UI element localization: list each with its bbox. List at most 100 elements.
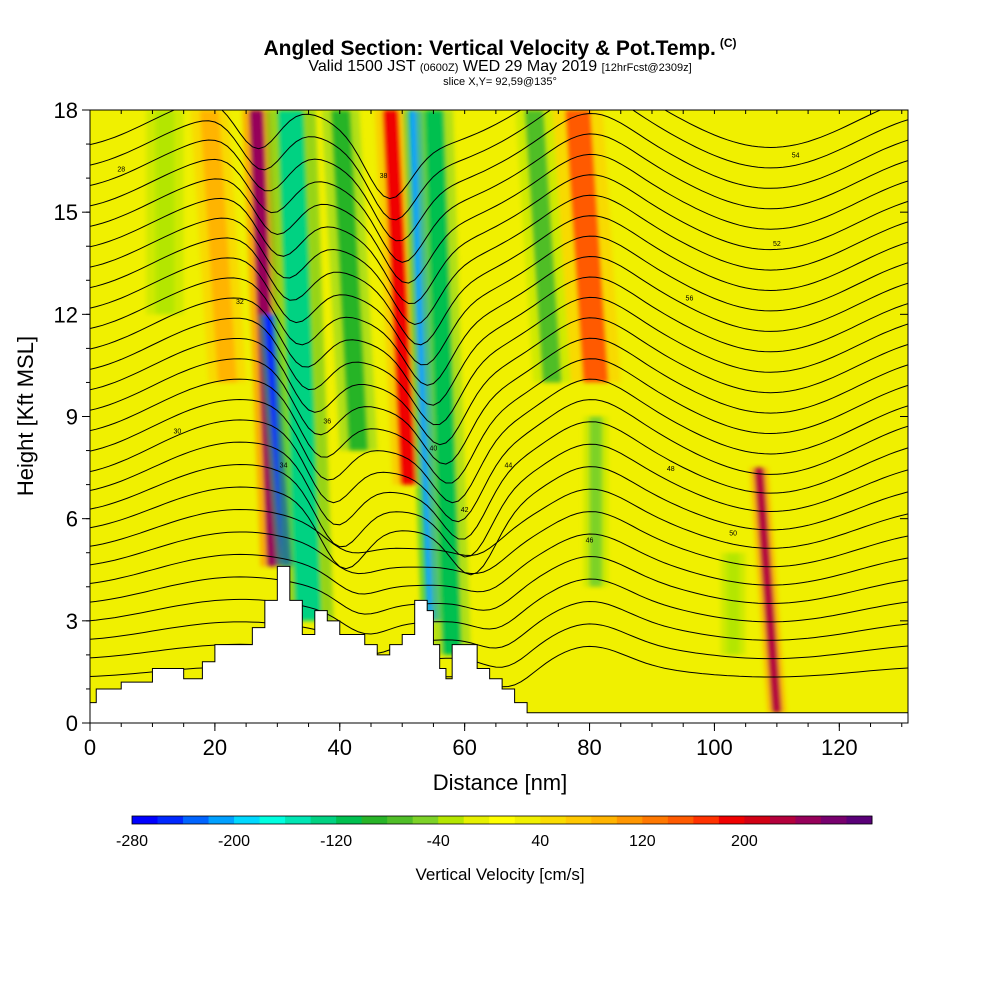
colorbar-swatch <box>769 816 796 824</box>
isentrope-line <box>90 110 908 221</box>
isentrope-line <box>90 153 908 284</box>
isentrope-line <box>90 337 908 465</box>
y-tick-label: 15 <box>54 200 78 225</box>
colorbar-tick-label: -200 <box>218 833 250 850</box>
velocity-band <box>382 110 417 485</box>
colorbar-tick-label: 120 <box>629 833 656 850</box>
colorbar-swatch <box>438 816 465 824</box>
colorbar-tick-label: -120 <box>320 833 352 850</box>
colorbar: -280 -200 -120 -40 40 120 200 <box>116 815 873 850</box>
valid-time: Valid 1500 JST <box>308 58 416 75</box>
isentrope-line <box>90 511 908 575</box>
valid-time-line: Valid 1500 JST (0600Z) WED 29 May 2019 [… <box>0 58 1000 76</box>
velocity-band <box>565 110 609 383</box>
velocity-band <box>155 110 175 315</box>
isentrope-line <box>90 466 908 576</box>
y-tick-label: 18 <box>54 98 78 123</box>
isentrope-line <box>90 358 908 484</box>
isentrope-line <box>90 443 908 558</box>
isentrope-label: 34 <box>280 463 288 470</box>
isentrope-label: 50 <box>729 531 737 538</box>
colorbar-swatch <box>310 816 337 824</box>
colorbar-swatch <box>718 816 745 824</box>
y-tick-label: 0 <box>66 711 78 736</box>
colorbar-swatch <box>744 816 771 824</box>
terrain <box>90 565 908 723</box>
isentrope-line <box>90 378 908 504</box>
velocity-band <box>524 110 562 383</box>
isentrope-label: 44 <box>504 463 512 470</box>
forecast-info: [12hrFcst@2309z] <box>601 62 692 74</box>
velocity-band <box>278 110 322 621</box>
velocity-band <box>726 552 740 655</box>
colorbar-swatch <box>820 816 847 824</box>
isentrope-line <box>90 174 908 305</box>
isentrope-line <box>90 276 908 406</box>
colorbar-swatch <box>157 816 184 824</box>
isentrope-line <box>90 194 908 326</box>
title-text: Angled Section: Vertical Velocity & Pot.… <box>263 37 716 60</box>
isentrope-label: 28 <box>117 166 125 173</box>
colorbar-swatch <box>540 816 567 824</box>
colorbar-swatch <box>693 816 720 824</box>
valid-utc: (0600Z) <box>419 62 459 74</box>
velocity-band <box>589 416 603 587</box>
colorbar-swatch <box>463 816 490 824</box>
colorbar-swatch <box>565 816 592 824</box>
y-tick-label: 12 <box>54 302 78 327</box>
isentrope-label: 54 <box>792 153 800 160</box>
isentrope-line <box>90 533 908 595</box>
colorbar-swatch <box>591 816 618 824</box>
colorbar-swatch <box>183 816 210 824</box>
isentrope-line <box>90 235 908 366</box>
isentrope-line <box>90 215 908 346</box>
isentrope-line <box>90 255 908 386</box>
isentrope-label: 56 <box>686 296 694 303</box>
isentrope-line <box>90 317 908 446</box>
isentrope-label: 40 <box>430 446 438 453</box>
isentrope-label: 52 <box>773 241 781 248</box>
isentrope-line <box>90 421 908 540</box>
colorbar-swatch <box>132 816 159 824</box>
x-tick-label: 20 <box>203 735 227 760</box>
velocity-band <box>331 110 368 451</box>
velocity-band <box>424 110 462 655</box>
colorbar-swatch <box>387 816 414 824</box>
chart-title: Angled Section: Vertical Velocity & Pot.… <box>0 36 1000 61</box>
colorbar-swatch <box>361 816 388 824</box>
x-tick-label: 120 <box>821 735 858 760</box>
colorbar-swatch <box>642 816 669 824</box>
isentrope-label: 32 <box>236 299 244 306</box>
valid-date: WED 29 May 2019 <box>462 58 598 75</box>
velocity-field <box>90 110 908 723</box>
x-tick-label: 0 <box>84 735 96 760</box>
x-axis-label: Distance [nm] <box>433 770 568 795</box>
colorbar-swatch <box>846 816 873 824</box>
x-tick-label: 100 <box>696 735 733 760</box>
isentrope-line <box>90 399 908 523</box>
y-tick-label: 6 <box>66 507 78 532</box>
isentrope-line <box>90 110 882 200</box>
colorbar-label: Vertical Velocity [cm/s] <box>415 865 584 884</box>
isentrope-label: 46 <box>586 538 594 545</box>
isentrope-label: 30 <box>174 429 182 436</box>
colorbar-tick-label: -40 <box>427 833 450 850</box>
velocity-band <box>754 467 782 713</box>
colorbar-swatch <box>667 816 694 824</box>
slice-info: slice X,Y= 92,59@135° <box>443 76 557 88</box>
isentrope-line <box>90 600 908 655</box>
isentrope-label: 42 <box>461 507 469 514</box>
colorbar-swatch <box>336 816 363 824</box>
isentrope-line <box>90 133 908 263</box>
terrain-profile <box>90 565 908 723</box>
isentrope-line <box>90 578 908 635</box>
isentrope-label: 48 <box>667 466 675 473</box>
colorbar-swatch <box>259 816 286 824</box>
colorbar-tick-label: -280 <box>116 833 148 850</box>
isentrope-line <box>90 112 908 242</box>
colorbar-swatch <box>795 816 822 824</box>
x-tick-label: 40 <box>328 735 352 760</box>
isentrope-line <box>90 296 908 426</box>
